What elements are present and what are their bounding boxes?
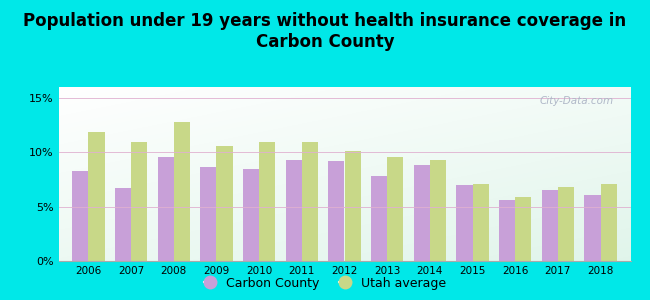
Text: Population under 19 years without health insurance coverage in
Carbon County: Population under 19 years without health… bbox=[23, 12, 627, 51]
Bar bbox=[541, 190, 558, 261]
Bar bbox=[216, 146, 233, 261]
Bar bbox=[499, 200, 515, 261]
Bar bbox=[344, 151, 361, 261]
Bar bbox=[131, 142, 148, 261]
Bar bbox=[115, 188, 131, 261]
Bar bbox=[473, 184, 489, 261]
Bar bbox=[387, 157, 404, 261]
Bar bbox=[413, 165, 430, 261]
Bar bbox=[285, 160, 302, 261]
Bar bbox=[302, 142, 318, 261]
Bar bbox=[88, 132, 105, 261]
Bar bbox=[456, 185, 473, 261]
Bar bbox=[584, 195, 601, 261]
Bar bbox=[430, 160, 446, 261]
Bar bbox=[558, 187, 574, 261]
Bar bbox=[174, 122, 190, 261]
Legend: Carbon County, Utah average: Carbon County, Utah average bbox=[200, 273, 450, 294]
Bar bbox=[515, 197, 532, 261]
Bar bbox=[371, 176, 387, 261]
Bar bbox=[200, 167, 216, 261]
Text: City-Data.com: City-Data.com bbox=[540, 96, 614, 106]
Bar bbox=[72, 171, 88, 261]
Bar bbox=[601, 184, 617, 261]
Bar bbox=[157, 157, 174, 261]
Bar bbox=[328, 161, 344, 261]
Bar bbox=[243, 169, 259, 261]
Bar bbox=[259, 142, 276, 261]
